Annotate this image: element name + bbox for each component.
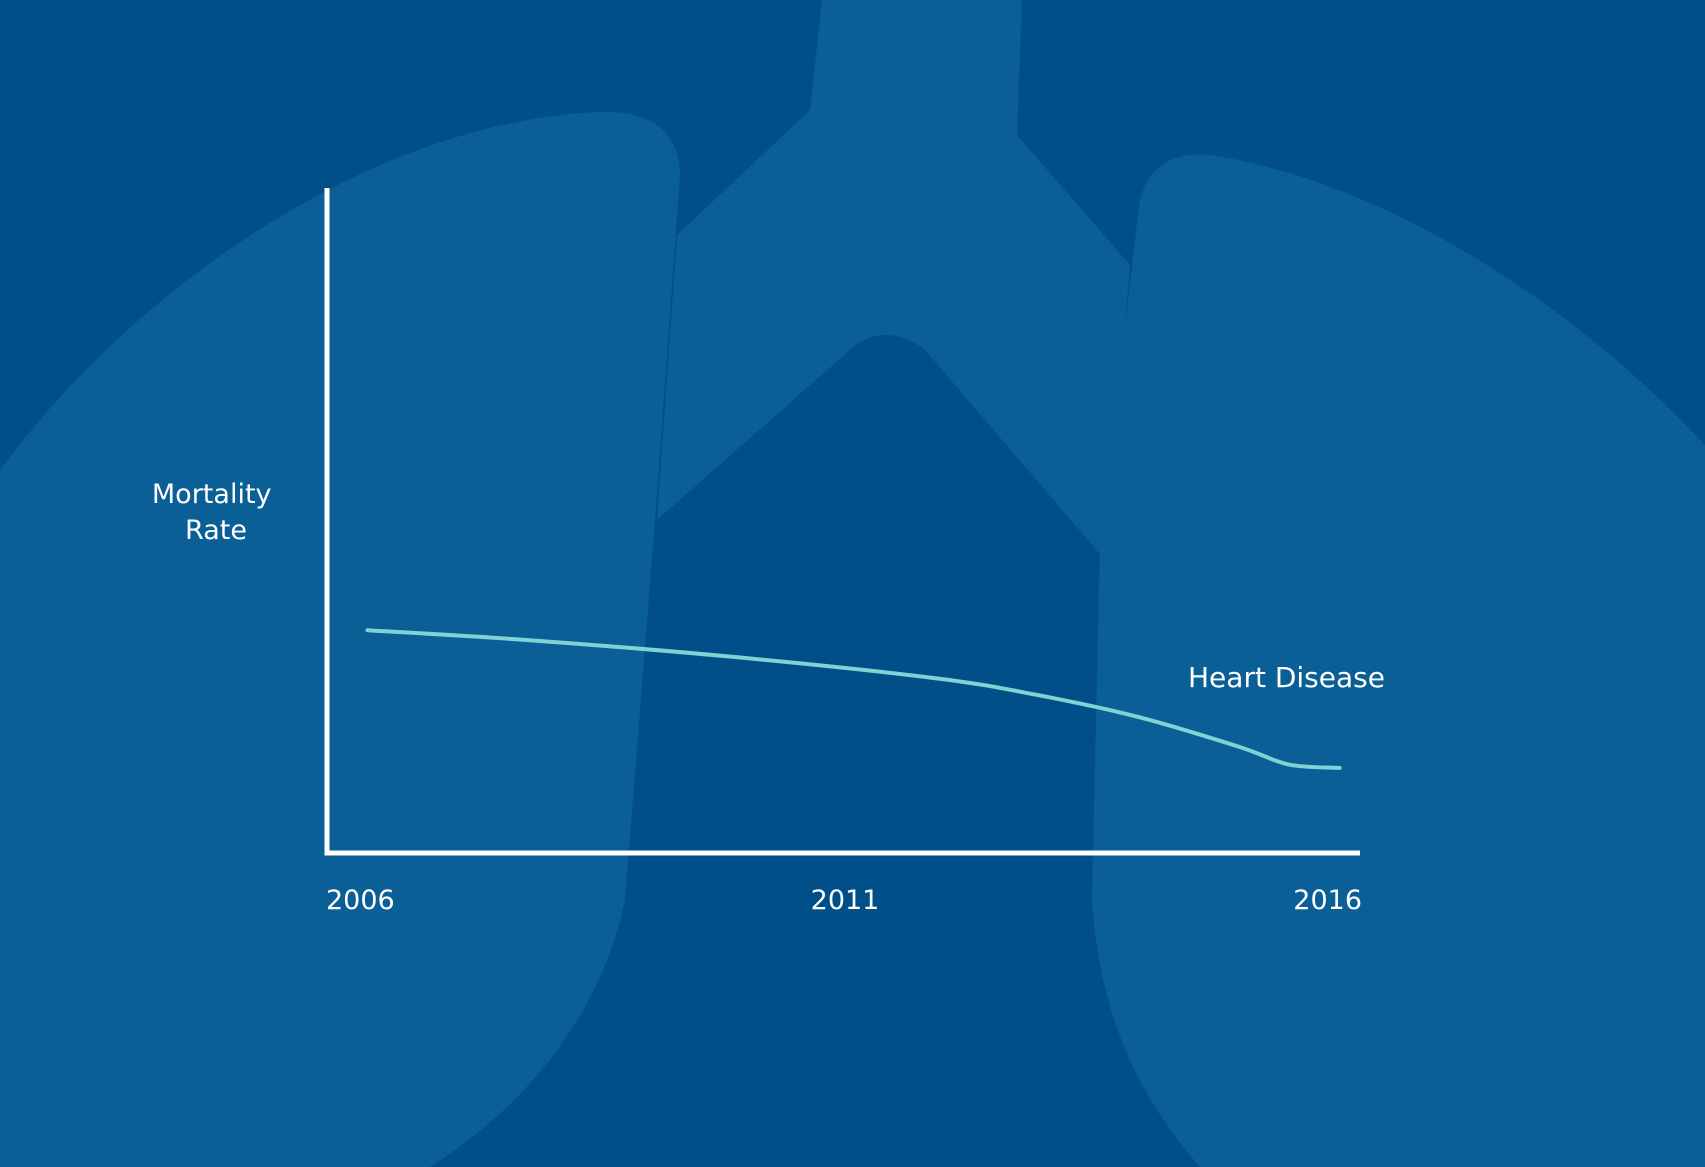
x-tick-label-2006: 2006	[326, 885, 395, 916]
chart-axes	[324, 188, 1360, 856]
series-label-heart-disease: Heart Disease	[1188, 661, 1385, 694]
left-lung-shape	[0, 111, 680, 1167]
trachea-shape	[657, 0, 1130, 560]
series-line-heart-disease	[365, 628, 1342, 770]
y-axis-label-line-1: Mortality	[152, 479, 272, 510]
series-layer: Heart Disease	[365, 628, 1385, 770]
x-tick-label-2011: 2011	[811, 885, 880, 916]
x-tick-label-2016: 2016	[1293, 885, 1362, 916]
x-tick-labels: 2006 2011 2016	[326, 885, 1362, 916]
y-axis-label-line-2: Rate	[185, 515, 247, 546]
right-lung-shape	[1092, 154, 1705, 1167]
y-axis-label: Mortality Rate	[152, 479, 280, 546]
